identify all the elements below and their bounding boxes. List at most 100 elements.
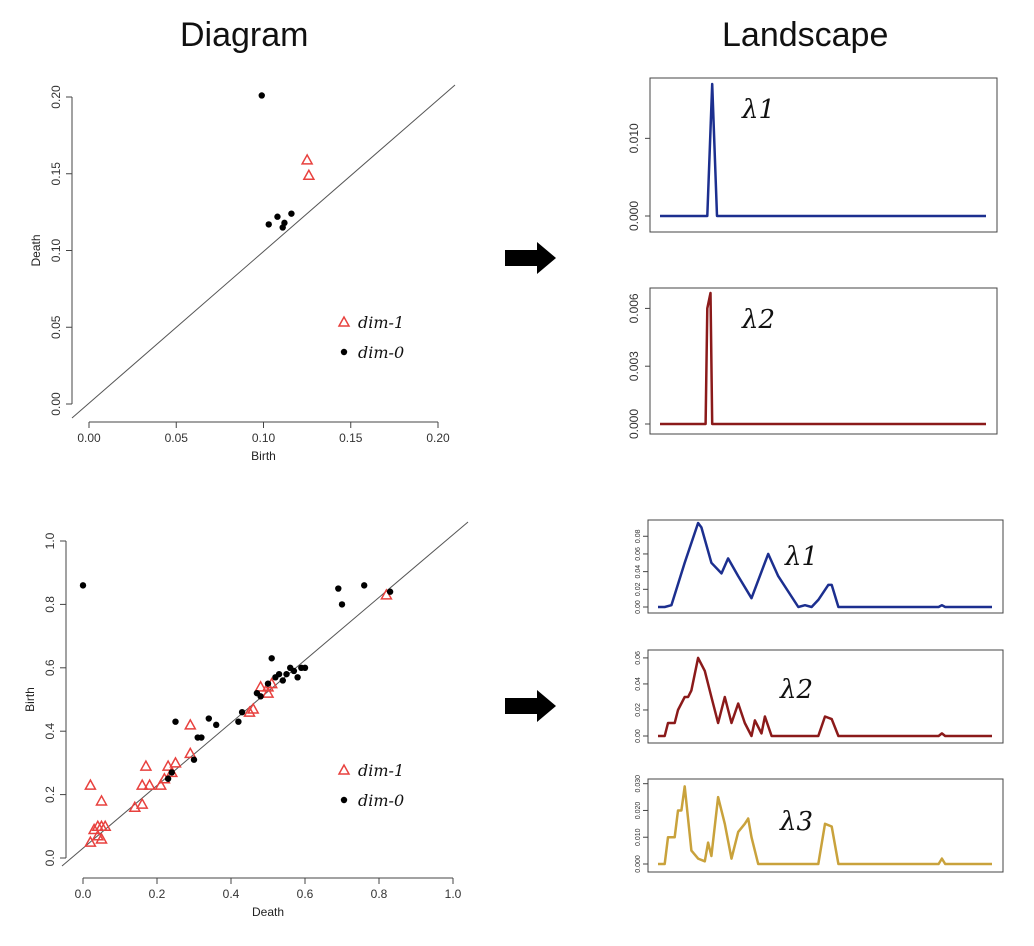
dim1-point [154, 778, 167, 790]
y-tick-label: 0.0 [43, 849, 57, 866]
y-tick-label: 0.030 [635, 775, 642, 793]
y-tick-label: 1.0 [43, 532, 57, 549]
y-tick-label: 0.15 [49, 162, 63, 186]
dim1-point [254, 680, 267, 692]
dim0-point [257, 693, 264, 700]
dim1-point [184, 718, 197, 730]
series-line [658, 521, 992, 609]
y-tick-label: 0.006 [627, 293, 641, 323]
dim0-point [301, 664, 309, 671]
plot-frame [649, 287, 998, 435]
landscape-bottom-1: 0.00 0.02 0.04 0.06 0.08 λ1 [635, 519, 1004, 614]
y-axis-label: Death [29, 234, 43, 266]
dim1-point [95, 832, 108, 844]
landscape-heading: Landscape [722, 16, 889, 54]
legend-marker-dim0 [340, 348, 348, 356]
dim0-point [275, 670, 283, 678]
y-tick-label: 0.05 [49, 315, 63, 339]
landscape-top-2: 0.000 0.003 0.006 λ2 [627, 287, 998, 439]
dim1-point [261, 686, 275, 698]
x-tick-label: 0.6 [297, 887, 314, 901]
y-tick-label: 0.000 [635, 855, 642, 873]
x-tick-label: 0.05 [165, 431, 189, 445]
x-tick-label: 0.2 [149, 887, 166, 901]
legend-marker-dim1 [337, 315, 351, 327]
y-tick-label: 0.000 [627, 409, 641, 439]
dim1-point [143, 778, 156, 790]
dim0-point [281, 219, 288, 227]
y-tick-label: 0.08 [635, 529, 642, 543]
dim0-point [168, 769, 175, 776]
dim0-point [283, 670, 290, 678]
y-tick-label: 0.06 [635, 547, 642, 561]
dim0-point [264, 680, 272, 687]
dim1-point [135, 778, 149, 790]
landscape-bottom-3: 0.000 0.010 0.020 0.030 λ3 [635, 775, 1004, 873]
dim0-point [258, 92, 265, 99]
y-axis-label: Birth [23, 687, 37, 712]
dim0-point [279, 677, 286, 684]
legend-label: dim-1 [358, 761, 404, 780]
dim1-point [184, 746, 197, 759]
dim0-point [290, 667, 298, 675]
dim0-point [235, 718, 242, 725]
arrow-icon [505, 690, 556, 722]
legend-marker-dim0 [340, 796, 348, 804]
dim0-point [190, 756, 198, 763]
x-tick-label: 0.15 [339, 431, 363, 445]
dim0-point [164, 775, 172, 782]
x-tick-label: 0.4 [223, 887, 240, 901]
y-tick-label: 0.010 [627, 123, 641, 153]
dim0-point [288, 210, 295, 217]
arrow-icon [505, 242, 556, 274]
dim0-point [205, 715, 212, 722]
series-line [660, 291, 986, 426]
diagonal-line [71, 84, 456, 419]
y-tick-label: 0.20 [49, 85, 63, 109]
chart-layer: 0.00 0.05 0.10 0.15 0.20 0.00 0.05 0.10 0.15 0.2 0… [23, 77, 1004, 919]
y-tick-label: 0.000 [627, 201, 641, 231]
plot-frame [647, 649, 1004, 744]
dim1-point [84, 778, 97, 790]
dim1-point [261, 680, 275, 692]
dim0-point [338, 601, 346, 608]
diagram-top: 0.00 0.05 0.10 0.15 0.20 0.00 0.05 0.10 0.15 0.20… [29, 84, 456, 463]
x-axis-label: Death [252, 905, 284, 919]
legend-marker-dim1 [337, 763, 351, 775]
landscape-top-1: 0.000 0.010 λ1 [627, 77, 998, 233]
dim1-point [243, 705, 256, 717]
y-tick-label: 0.02 [635, 582, 642, 596]
y-tick-label: 0.02 [635, 703, 642, 717]
legend-label: dim-1 [358, 313, 404, 332]
dim0-point [79, 582, 87, 589]
y-tick-label: 0.003 [627, 351, 641, 381]
dim1-point [139, 759, 153, 771]
y-tick-label: 0.4 [43, 723, 57, 740]
dim0-point [172, 718, 179, 725]
y-tick-label: 0.00 [635, 600, 642, 614]
lambda-label: λ2 [741, 305, 775, 335]
y-tick-label: 0.00 [49, 392, 63, 416]
dim1-point [98, 819, 112, 832]
dim1-point [246, 702, 260, 714]
dim0-point [294, 674, 301, 681]
y-tick-label: 0.10 [49, 238, 63, 262]
dim0-point [274, 213, 281, 220]
y-tick-label: 0.020 [635, 802, 642, 820]
series-line [658, 656, 992, 738]
plot-frame [647, 778, 1004, 873]
dim1-point [300, 153, 314, 165]
y-tick-label: 0.06 [635, 651, 642, 665]
x-tick-label: 0.0 [75, 887, 92, 901]
lambda-label: λ1 [741, 95, 775, 125]
y-tick-label: 0.010 [635, 828, 642, 846]
dim1-point [84, 835, 97, 847]
dim0-point [213, 721, 220, 729]
y-tick-label: 0.04 [635, 565, 642, 579]
diagram-bottom: 0.0 0.2 0.4 0.6 0.8 1.0 0.0 0.2 0.4 0.6 0.8 1.0 Deat… [23, 521, 469, 919]
dim1-point [135, 797, 149, 809]
x-axis-label: Birth [251, 449, 276, 463]
dim1-point [169, 756, 182, 768]
x-tick-label: 0.10 [252, 431, 276, 445]
dim0-point [198, 734, 205, 741]
